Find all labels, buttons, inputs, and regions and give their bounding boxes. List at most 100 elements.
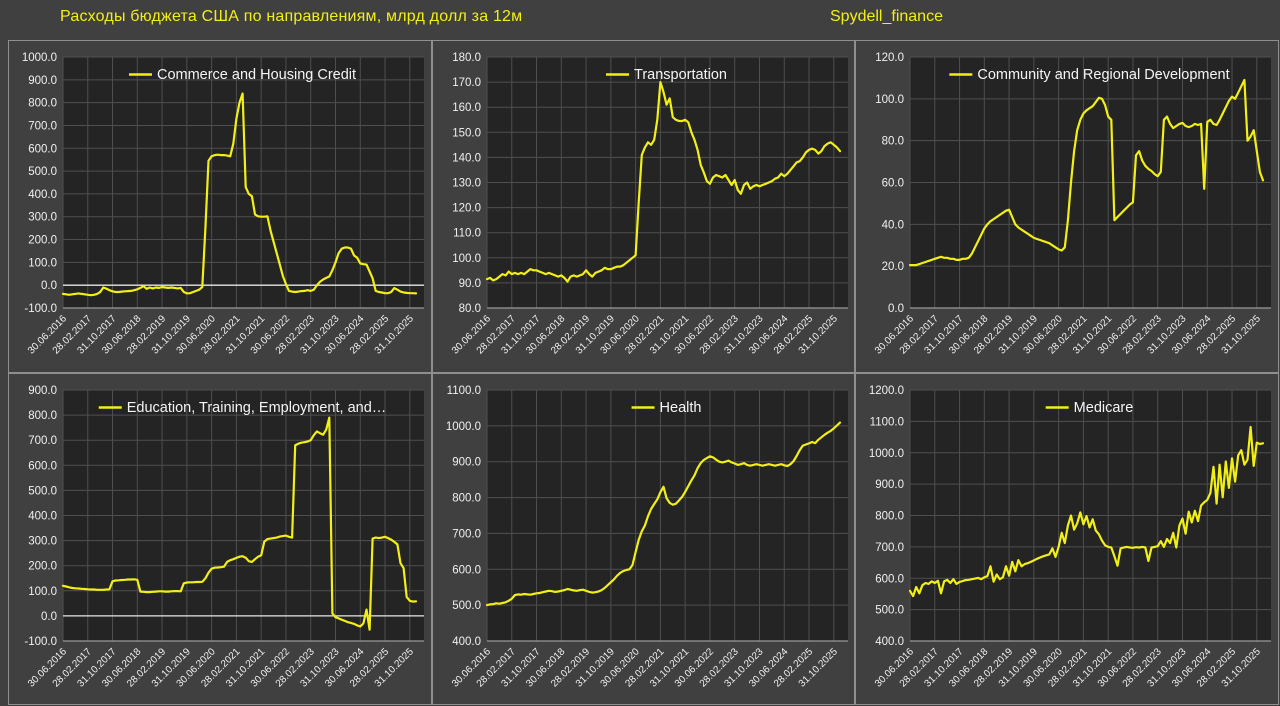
x-axis-labels: 30.06.201628.02.201731.10.201730.06.2018… (873, 646, 1263, 689)
y-tick-label: 180.0 (452, 52, 481, 64)
legend: Health (631, 400, 701, 416)
y-tick-label: 150.0 (452, 127, 481, 139)
legend-label: Community and Regional Development (978, 67, 1230, 83)
y-tick-label: 500.0 (28, 485, 57, 497)
y-tick-label: 80.0 (458, 303, 480, 315)
y-tick-label: 80.0 (882, 136, 904, 148)
y-tick-label: 100.0 (452, 253, 481, 265)
y-tick-label: 300.0 (28, 212, 57, 224)
x-axis-labels: 30.06.201628.02.201731.10.201730.06.2018… (450, 313, 840, 356)
chart-panel-commerce-and-housing-credit: -100.0 0.0 100.0 200.0 300.0 400.0 500.0 600.0 7… (8, 40, 432, 373)
chart-canvas: 400.0 500.0 600.0 700.0 800.0 900.0 1000.0 1100… (445, 385, 848, 689)
y-tick-label: 100.0 (28, 257, 57, 269)
y-tick-label: 800.0 (28, 98, 57, 110)
legend-label: Commerce and Housing Credit (157, 67, 356, 83)
y-tick-label: 60.0 (882, 178, 904, 190)
gridlines (486, 56, 848, 309)
gridlines (909, 389, 1272, 641)
y-tick-label: 1100.0 (870, 416, 904, 428)
y-tick-label: 700.0 (28, 120, 57, 132)
series-line (485, 420, 841, 606)
y-tick-label: 40.0 (882, 219, 904, 231)
y-tick-label: 500.0 (876, 604, 905, 616)
y-tick-label: 500.0 (452, 600, 481, 612)
y-tick-label: 600.0 (28, 460, 57, 472)
legend: Commerce and Housing Credit (128, 67, 356, 83)
x-axis-labels: 30.06.201628.02.201731.10.201730.06.2018… (26, 313, 416, 356)
y-tick-label: 120.0 (452, 203, 481, 215)
legend: Medicare (1046, 400, 1134, 416)
y-axis-labels: 400.0 500.0 600.0 700.0 800.0 900.0 1000.0 1100… (869, 385, 904, 648)
legend: Education, Training, Employment, and… (98, 400, 387, 416)
y-tick-label: 900.0 (452, 456, 481, 468)
y-axis-labels: 400.0 500.0 600.0 700.0 800.0 900.0 1000.0 1100… (445, 385, 480, 648)
y-tick-label: 200.0 (28, 560, 57, 572)
chart-canvas: -100.0 0.0 100.0 200.0 300.0 400.0 500.0 600.0 7… (24, 385, 424, 689)
y-tick-label: 0.0 (41, 610, 57, 622)
chart-canvas: 80.0 90.0 100.0 110.0 120.0 130.0 140.0 150.0 16… (450, 52, 848, 357)
legend-label: Health (659, 400, 701, 416)
chart-canvas: -100.0 0.0 100.0 200.0 300.0 400.0 500.0 600.0 7… (22, 52, 424, 357)
y-tick-label: 400.0 (28, 510, 57, 522)
y-tick-label: 90.0 (458, 278, 480, 290)
chart-panel-community-and-regional-development: 0.0 20.0 40.0 60.0 80.0 100.0 120.0 30.06.2016 2… (855, 40, 1279, 373)
legend-label: Education, Training, Employment, and… (127, 400, 387, 416)
y-tick-label: 400.0 (452, 636, 481, 648)
y-tick-label: 0.0 (888, 303, 904, 315)
y-tick-label: 100.0 (28, 585, 57, 597)
y-tick-label: 0.0 (41, 280, 57, 292)
y-tick-label: 400.0 (28, 189, 57, 201)
chart-panel-medicare: 400.0 500.0 600.0 700.0 800.0 900.0 1000.0 1100… (855, 372, 1279, 705)
x-axis-labels: 30.06.201628.02.201731.10.201730.06.2018… (450, 646, 840, 689)
chart-panel-health: 400.0 500.0 600.0 700.0 800.0 900.0 1000.0 1100… (431, 372, 856, 705)
y-tick-label: 900.0 (876, 479, 905, 491)
y-axis-labels: 80.0 90.0 100.0 110.0 120.0 130.0 140.0 150.0 16… (452, 52, 481, 315)
y-tick-label: 120.0 (876, 52, 905, 64)
watermark-label: Spydell_finance (830, 8, 943, 25)
series-line (485, 80, 841, 283)
y-tick-label: 900.0 (28, 385, 57, 397)
chart-canvas: 400.0 500.0 600.0 700.0 800.0 900.0 1000.0 1100… (869, 385, 1272, 689)
y-tick-label: 800.0 (876, 510, 905, 522)
y-tick-label: 700.0 (452, 528, 481, 540)
page-title: Расходы бюджета США по направлениям, млр… (60, 8, 523, 25)
plot-area (486, 389, 848, 641)
y-tick-label: 1000.0 (869, 447, 904, 459)
y-tick-label: 1000.0 (445, 420, 480, 432)
series-line (909, 425, 1265, 597)
y-tick-label: 100.0 (876, 94, 905, 106)
y-tick-label: 600.0 (452, 564, 481, 576)
y-tick-label: 700.0 (876, 541, 905, 553)
y-tick-label: 140.0 (452, 152, 481, 164)
y-tick-label: 800.0 (452, 492, 481, 504)
y-tick-label: 110.0 (453, 228, 481, 240)
y-tick-label: -100.0 (24, 303, 57, 315)
y-tick-label: 400.0 (876, 636, 905, 648)
y-tick-label: -100.0 (24, 636, 57, 648)
legend-label: Transportation (634, 67, 727, 83)
y-tick-label: 300.0 (28, 535, 57, 547)
series-line (909, 78, 1265, 267)
header: Расходы бюджета США по направлениям, млр… (0, 0, 1280, 40)
charts-grid: -100.0 0.0 100.0 200.0 300.0 400.0 500.0 600.0 7… (8, 40, 1279, 705)
series-line (61, 415, 418, 631)
chart-panel-education-training-employment: -100.0 0.0 100.0 200.0 300.0 400.0 500.0 600.0 7… (8, 372, 432, 705)
y-tick-label: 900.0 (28, 75, 57, 87)
y-tick-label: 1200.0 (869, 385, 904, 397)
y-tick-label: 170.0 (452, 77, 481, 89)
series-line (61, 92, 418, 297)
y-axis-labels: -100.0 0.0 100.0 200.0 300.0 400.0 500.0 600.0 7… (22, 52, 57, 315)
legend: Community and Regional Development (949, 67, 1230, 83)
y-tick-label: 500.0 (28, 166, 57, 178)
y-tick-label: 700.0 (28, 435, 57, 447)
y-tick-label: 200.0 (28, 235, 57, 247)
y-axis-labels: 0.0 20.0 40.0 60.0 80.0 100.0 120.0 (876, 52, 905, 315)
y-tick-label: 600.0 (876, 573, 905, 585)
x-axis-labels: 30.06.201628.02.201731.10.201730.06.2018… (26, 646, 416, 689)
y-tick-label: 1100.0 (446, 385, 480, 397)
y-tick-label: 20.0 (882, 261, 904, 273)
legend: Transportation (605, 67, 727, 83)
x-axis-labels: 30.06.201628.02.201731.10.201730.06.2018… (873, 313, 1263, 356)
chart-panel-transportation: 80.0 90.0 100.0 110.0 120.0 130.0 140.0 150.0 16… (431, 40, 856, 373)
chart-canvas: 0.0 20.0 40.0 60.0 80.0 100.0 120.0 30.06.20162… (873, 52, 1272, 357)
